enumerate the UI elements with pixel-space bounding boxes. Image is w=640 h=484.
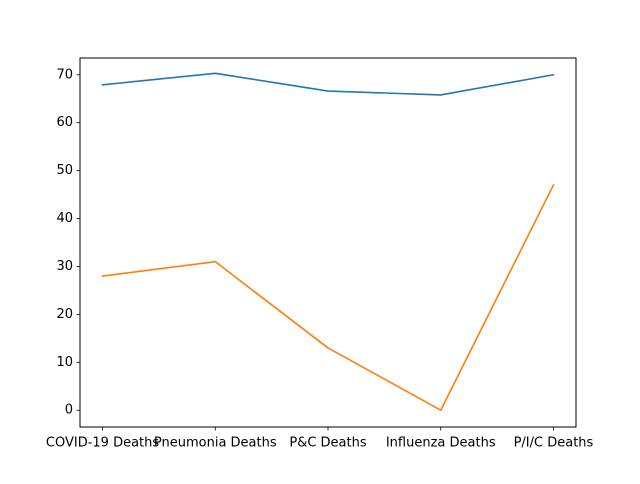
y-tick-label: 40: [56, 211, 73, 226]
y-tick-label: 60: [56, 115, 73, 130]
x-tick-label: Influenza Deaths: [386, 436, 496, 451]
y-tick-label: 50: [56, 163, 73, 178]
x-tick-label: COVID-19 Deaths: [46, 436, 159, 451]
y-tick-label: 20: [56, 307, 73, 322]
y-axis: 0 10 20 30 40 50 60 70: [56, 67, 80, 418]
y-tick-label: 70: [56, 67, 73, 82]
series-layer: [101, 72, 555, 412]
series-line-2: [101, 183, 555, 412]
y-tick-label: 10: [56, 355, 73, 370]
y-tick-label: 30: [56, 259, 73, 274]
x-tick-label: P/I/C Deaths: [514, 436, 594, 451]
x-tick-label: Pneumonia Deaths: [154, 436, 277, 451]
y-tick-label: 0: [65, 403, 73, 418]
x-tick-label: P&C Deaths: [289, 436, 366, 451]
series-line-1: [101, 72, 555, 96]
